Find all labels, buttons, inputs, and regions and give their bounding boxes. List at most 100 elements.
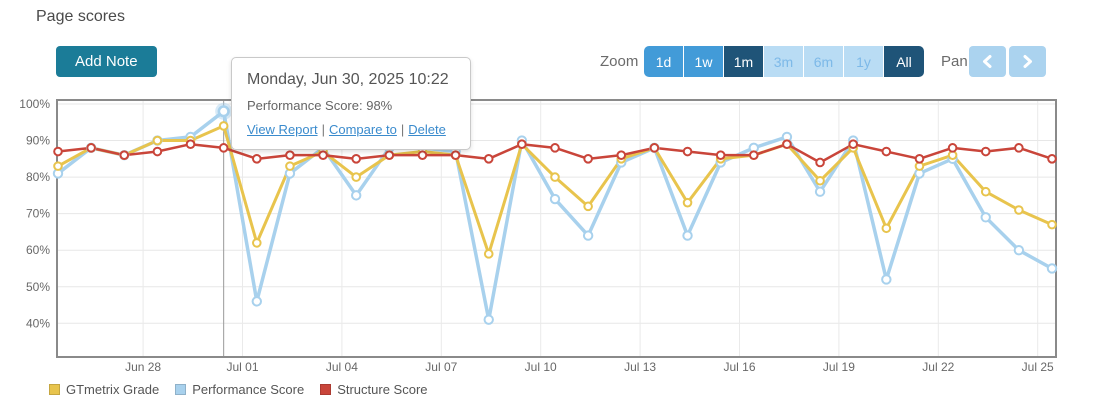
data-point-marker[interactable]	[549, 193, 561, 205]
data-point-marker[interactable]	[86, 143, 96, 153]
data-point-marker[interactable]	[914, 154, 925, 164]
data-point-marker[interactable]	[251, 154, 262, 164]
chevron-right-icon	[1023, 55, 1032, 68]
y-axis-tick-label: 90%	[26, 134, 50, 148]
tooltip-links: View Report | Compare to | Delete	[247, 122, 455, 137]
chevron-left-icon	[983, 55, 992, 68]
data-point-marker[interactable]	[881, 146, 892, 157]
tooltip-score: Performance Score: 98%	[247, 98, 393, 113]
y-axis-tick-label: 70%	[26, 207, 50, 221]
page-title: Page scores	[36, 8, 125, 25]
data-point-marker[interactable]	[980, 212, 991, 223]
chart-tooltip: Monday, Jun 30, 2025 10:22 Performance S…	[231, 57, 471, 150]
data-point-marker[interactable]	[881, 274, 892, 285]
pan-right-button[interactable]	[1009, 46, 1046, 77]
data-point-marker[interactable]	[318, 150, 328, 160]
x-axis-tick-label: Jul 07	[425, 360, 457, 374]
data-point-marker[interactable]	[1014, 143, 1024, 153]
legend-swatch	[49, 384, 60, 395]
data-point-marker[interactable]	[152, 135, 163, 146]
data-point-marker[interactable]	[185, 139, 196, 150]
tooltip-link-delete[interactable]: Delete	[408, 122, 446, 137]
data-point-marker[interactable]	[251, 296, 262, 307]
series-line-performance-score	[56, 109, 1053, 322]
legend-item-structure-score[interactable]: Structure Score	[320, 382, 428, 397]
data-point-marker[interactable]	[782, 139, 792, 150]
data-point-marker[interactable]	[417, 150, 428, 160]
data-point-marker[interactable]	[152, 146, 163, 157]
zoom-button-1m[interactable]: 1m	[724, 46, 764, 77]
plot-border	[56, 99, 1057, 358]
data-point-marker[interactable]	[550, 172, 560, 182]
data-point-marker[interactable]	[450, 150, 461, 160]
legend-item-gtmetrix-grade[interactable]: GTmetrix Grade	[49, 382, 159, 397]
data-point-marker[interactable]	[550, 143, 560, 153]
data-point-marker[interactable]	[582, 230, 594, 241]
zoom-button-1w[interactable]: 1w	[684, 46, 724, 77]
data-point-marker[interactable]	[483, 154, 494, 164]
data-point-marker[interactable]	[682, 230, 693, 241]
data-point-marker[interactable]	[351, 172, 362, 182]
data-point-marker[interactable]	[1046, 263, 1058, 274]
data-point-marker[interactable]	[649, 143, 660, 153]
data-point-marker[interactable]	[285, 150, 295, 160]
data-point-marker[interactable]	[1013, 245, 1025, 256]
data-point-marker[interactable]	[1014, 205, 1024, 215]
zoom-button-group: 1d 1w 1m 3m 6m 1y All	[644, 46, 924, 77]
data-point-marker[interactable]	[980, 186, 991, 197]
pan-label: Pan	[941, 53, 968, 70]
legend-swatch	[320, 384, 332, 395]
zoom-button-1d[interactable]: 1d	[644, 46, 684, 77]
data-point-marker[interactable]	[815, 175, 825, 186]
data-point-marker[interactable]	[1047, 154, 1057, 164]
data-point-marker[interactable]	[119, 150, 130, 160]
legend-item-performance-score[interactable]: Performance Score	[175, 382, 304, 397]
tooltip-link-compare-to[interactable]: Compare to	[328, 122, 397, 137]
data-point-marker[interactable]	[682, 197, 693, 208]
data-point-marker[interactable]	[814, 186, 826, 197]
data-point-marker[interactable]	[947, 143, 958, 153]
data-point-marker[interactable]	[1047, 219, 1057, 230]
y-axis-tick-label: 40%	[26, 316, 50, 330]
data-point-marker[interactable]	[682, 146, 693, 157]
data-point-marker[interactable]	[749, 150, 759, 160]
data-point-marker[interactable]	[483, 249, 494, 259]
zoom-button-3m: 3m	[764, 46, 804, 77]
data-point-marker[interactable]	[583, 201, 593, 212]
x-axis-tick-label: Jun 28	[125, 360, 161, 374]
data-point-marker[interactable]	[517, 139, 527, 150]
data-point-marker[interactable]	[881, 223, 892, 234]
legend-swatch	[175, 384, 187, 395]
legend-label: Structure Score	[337, 382, 428, 397]
data-point-marker[interactable]	[616, 150, 627, 160]
data-point-marker[interactable]	[218, 121, 229, 131]
data-point-marker[interactable]	[848, 139, 859, 150]
data-point-marker[interactable]	[815, 157, 825, 168]
data-point-marker[interactable]	[351, 154, 362, 164]
tooltip-link-view-report[interactable]: View Report	[247, 122, 318, 137]
zoom-label: Zoom	[600, 53, 639, 70]
data-point-marker[interactable]	[53, 161, 63, 171]
y-axis-tick-label: 50%	[26, 280, 50, 294]
tooltip-link-separator: |	[400, 122, 405, 137]
data-point-marker[interactable]	[384, 150, 395, 160]
x-axis-tick-label: Jul 16	[723, 360, 755, 374]
x-axis-tick-label: Jul 19	[823, 360, 855, 374]
data-point-marker[interactable]	[583, 154, 593, 164]
add-note-button[interactable]: Add Note	[56, 46, 157, 77]
data-point-marker[interactable]	[980, 146, 991, 157]
data-point-marker[interactable]	[351, 190, 362, 201]
x-axis-tick-label: Jul 25	[1022, 360, 1054, 374]
zoom-button-1y: 1y	[844, 46, 884, 77]
zoom-button-all[interactable]: All	[884, 46, 924, 77]
data-point-marker[interactable]	[218, 143, 229, 153]
highlighted-point-marker[interactable]	[217, 105, 230, 118]
pan-left-button[interactable]	[969, 46, 1006, 77]
x-axis-tick-label: Jul 10	[525, 360, 557, 374]
data-point-marker[interactable]	[483, 314, 494, 325]
data-point-marker[interactable]	[715, 150, 726, 160]
data-point-marker[interactable]	[285, 161, 295, 171]
data-point-marker[interactable]	[251, 238, 262, 248]
data-point-marker[interactable]	[53, 146, 63, 157]
